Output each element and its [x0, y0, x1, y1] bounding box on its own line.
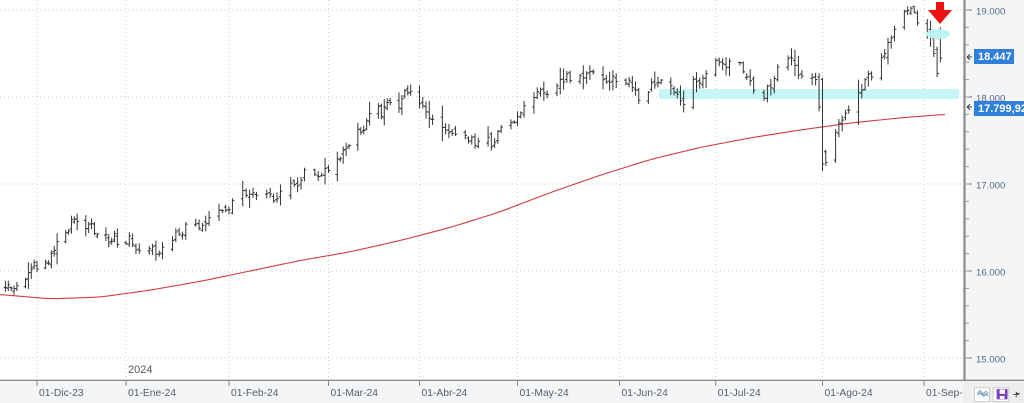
svg-text:01-Abr-24: 01-Abr-24	[422, 388, 468, 399]
svg-text:01-Mar-24: 01-Mar-24	[331, 388, 379, 399]
svg-text:01-Jun-24: 01-Jun-24	[622, 388, 669, 399]
svg-text:01-Sep-: 01-Sep-	[926, 388, 963, 399]
svg-text:16.000: 16.000	[976, 267, 1005, 278]
svg-text:01-Jul-24: 01-Jul-24	[718, 388, 761, 399]
svg-text:17.000: 17.000	[976, 180, 1005, 191]
svg-text:01-May-24: 01-May-24	[520, 388, 569, 399]
svg-text:01-Dic-23: 01-Dic-23	[39, 388, 84, 399]
svg-text:19.000: 19.000	[976, 6, 1005, 17]
svg-text:17.799,92: 17.799,92	[978, 103, 1024, 115]
svg-text:01-Feb-24: 01-Feb-24	[231, 388, 279, 399]
svg-text:18.447: 18.447	[978, 51, 1012, 63]
svg-text:2024: 2024	[128, 364, 152, 376]
svg-text:01-Ene-24: 01-Ene-24	[128, 388, 176, 399]
svg-text:01-Ago-24: 01-Ago-24	[825, 388, 873, 399]
svg-text:15.000: 15.000	[976, 354, 1005, 365]
